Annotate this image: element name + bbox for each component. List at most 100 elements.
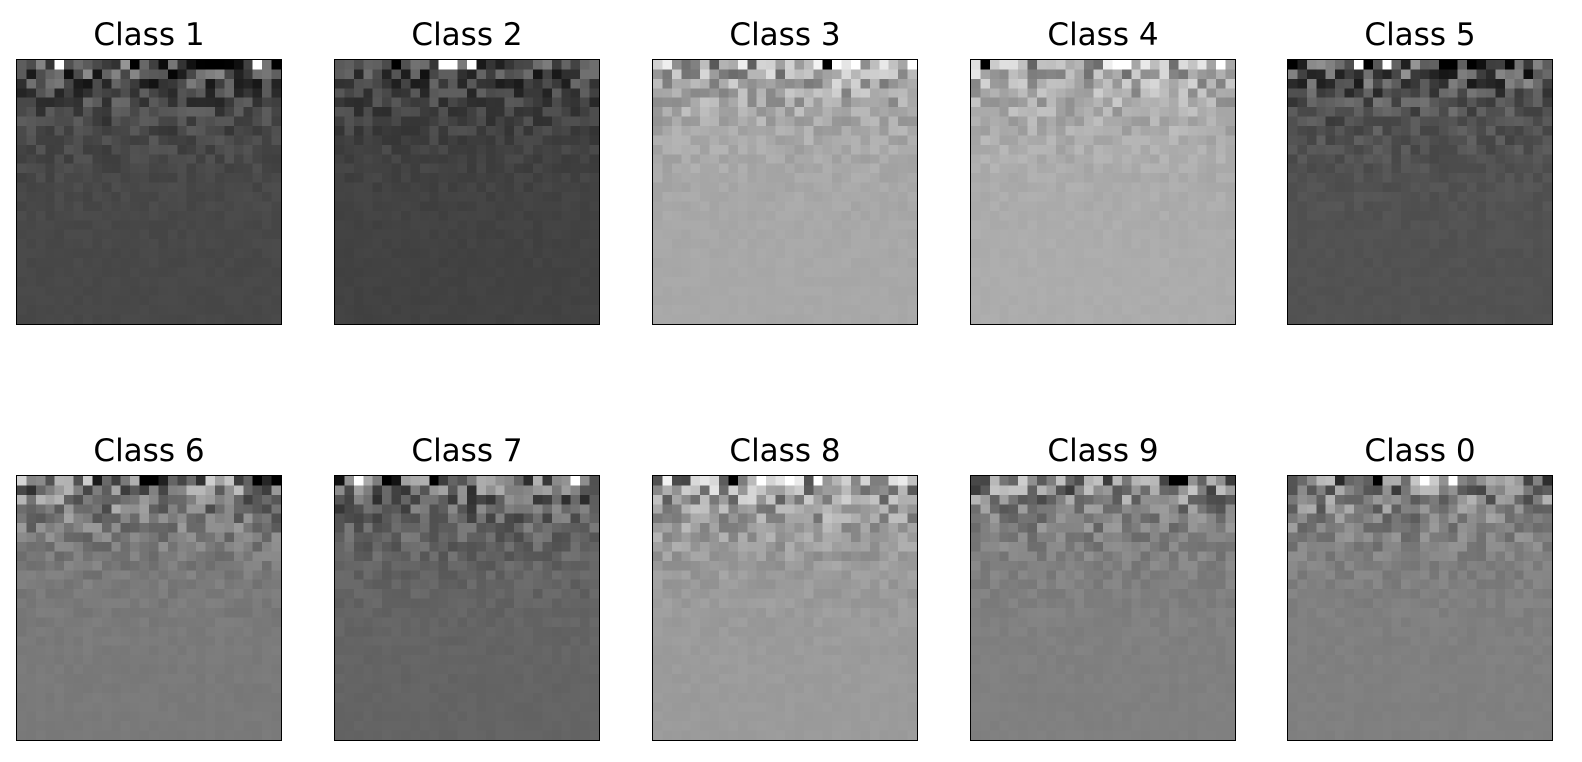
heatmap-cell: [382, 126, 392, 136]
heatmap-cell: [92, 276, 103, 287]
heatmap-cell: [54, 513, 65, 524]
heatmap-cell: [1354, 276, 1364, 287]
heatmap-cell: [1542, 229, 1552, 240]
heatmap-cell: [841, 135, 852, 146]
heatmap-cell: [1316, 78, 1326, 89]
heatmap-cell: [822, 305, 833, 315]
heatmap-cell: [514, 173, 524, 183]
heatmap-cell: [224, 485, 235, 496]
heatmap-cell: [457, 69, 468, 80]
heatmap-cell: [737, 192, 748, 202]
heatmap-cell: [149, 589, 159, 599]
heatmap-cell: [1429, 210, 1440, 221]
heatmap-cell: [1363, 78, 1374, 89]
heatmap-cell: [989, 192, 1000, 202]
heatmap-cell: [391, 532, 402, 543]
heatmap-cell: [1344, 144, 1355, 155]
heatmap-cell: [533, 504, 543, 514]
heatmap-cell: [1225, 97, 1235, 108]
heatmap-cell: [344, 229, 355, 240]
heatmap-cell: [139, 504, 150, 514]
heatmap-cell: [419, 126, 430, 136]
heatmap-cell: [1288, 229, 1298, 240]
heatmap-cell: [1008, 182, 1019, 193]
heatmap-cell: [64, 645, 74, 656]
heatmap-cell: [551, 229, 562, 240]
heatmap-cell: [1093, 286, 1104, 296]
heatmap-cell: [1467, 144, 1477, 155]
heatmap-cell: [514, 88, 524, 98]
heatmap-cell: [737, 60, 748, 70]
heatmap-cell: [1495, 135, 1506, 146]
heatmap-cell: [737, 78, 748, 89]
heatmap-cell: [662, 258, 673, 268]
heatmap-cell: [139, 267, 150, 278]
heatmap-cell: [1046, 220, 1057, 230]
heatmap-cell: [989, 78, 1000, 89]
heatmap-cell: [1523, 276, 1534, 287]
heatmap-cell: [130, 711, 140, 722]
heatmap-cell: [907, 107, 917, 117]
heatmap-cell: [92, 69, 103, 80]
heatmap-cell: [83, 513, 93, 524]
heatmap-cell: [690, 69, 701, 80]
heatmap-cell: [353, 276, 364, 287]
heatmap-cell: [26, 144, 37, 155]
heatmap-cell: [177, 210, 187, 221]
heatmap-cell: [233, 494, 244, 505]
heatmap-cell: [1288, 248, 1298, 259]
heatmap-cell: [690, 286, 701, 296]
heatmap-cell: [1429, 144, 1440, 155]
heatmap-cell: [523, 532, 534, 543]
heatmap-cell: [1354, 173, 1364, 183]
heatmap-cell: [709, 248, 720, 259]
heatmap-cell: [224, 645, 235, 656]
heatmap-cell: [1055, 163, 1066, 174]
heatmap-cell: [1335, 163, 1345, 174]
heatmap-cell: [73, 305, 84, 315]
heatmap-cell: [1495, 258, 1506, 268]
heatmap-cell: [262, 683, 272, 694]
heatmap-cell: [1514, 173, 1524, 183]
heatmap-cell: [243, 626, 253, 637]
heatmap-cell: [139, 494, 150, 505]
heatmap-cell: [457, 88, 468, 98]
heatmap-cell: [215, 532, 225, 543]
heatmap-cell: [561, 551, 571, 562]
heatmap-cell: [888, 314, 899, 324]
heatmap-cell: [700, 201, 710, 212]
heatmap-cell: [681, 107, 691, 117]
heatmap-cell: [363, 494, 373, 505]
heatmap-cell: [1420, 267, 1430, 278]
heatmap-cell: [589, 135, 599, 146]
heatmap-cell: [101, 69, 112, 80]
heatmap-cell: [262, 182, 272, 193]
heatmap-cell: [476, 513, 487, 524]
heatmap-cell: [17, 69, 27, 80]
heatmap-cell: [980, 258, 991, 268]
heatmap-cell: [1027, 286, 1038, 296]
heatmap-cell: [1354, 116, 1364, 127]
heatmap-cell: [438, 485, 449, 496]
heatmap-cell: [196, 182, 206, 193]
heatmap-cell: [158, 626, 169, 637]
heatmap-cell: [907, 314, 917, 324]
heatmap-cell: [542, 532, 553, 543]
heatmap-cell: [523, 97, 534, 108]
heatmap-cell: [1448, 69, 1458, 80]
heatmap-cell: [252, 476, 263, 486]
heatmap-cell: [1121, 97, 1132, 108]
heatmap-cell: [1438, 144, 1449, 155]
heatmap-cell: [353, 192, 364, 202]
heatmap-cell: [989, 97, 1000, 108]
heatmap-cell: [662, 248, 673, 259]
heatmap-cell: [186, 494, 197, 505]
heatmap-cell: [476, 494, 487, 505]
heatmap-cell: [971, 182, 981, 193]
heatmap-cell: [851, 182, 861, 193]
heatmap-cell: [205, 664, 216, 675]
heatmap-cell: [120, 730, 131, 740]
heatmap-cell: [130, 182, 140, 193]
heatmap-cell: [1504, 69, 1515, 80]
heatmap-cell: [1055, 314, 1066, 324]
